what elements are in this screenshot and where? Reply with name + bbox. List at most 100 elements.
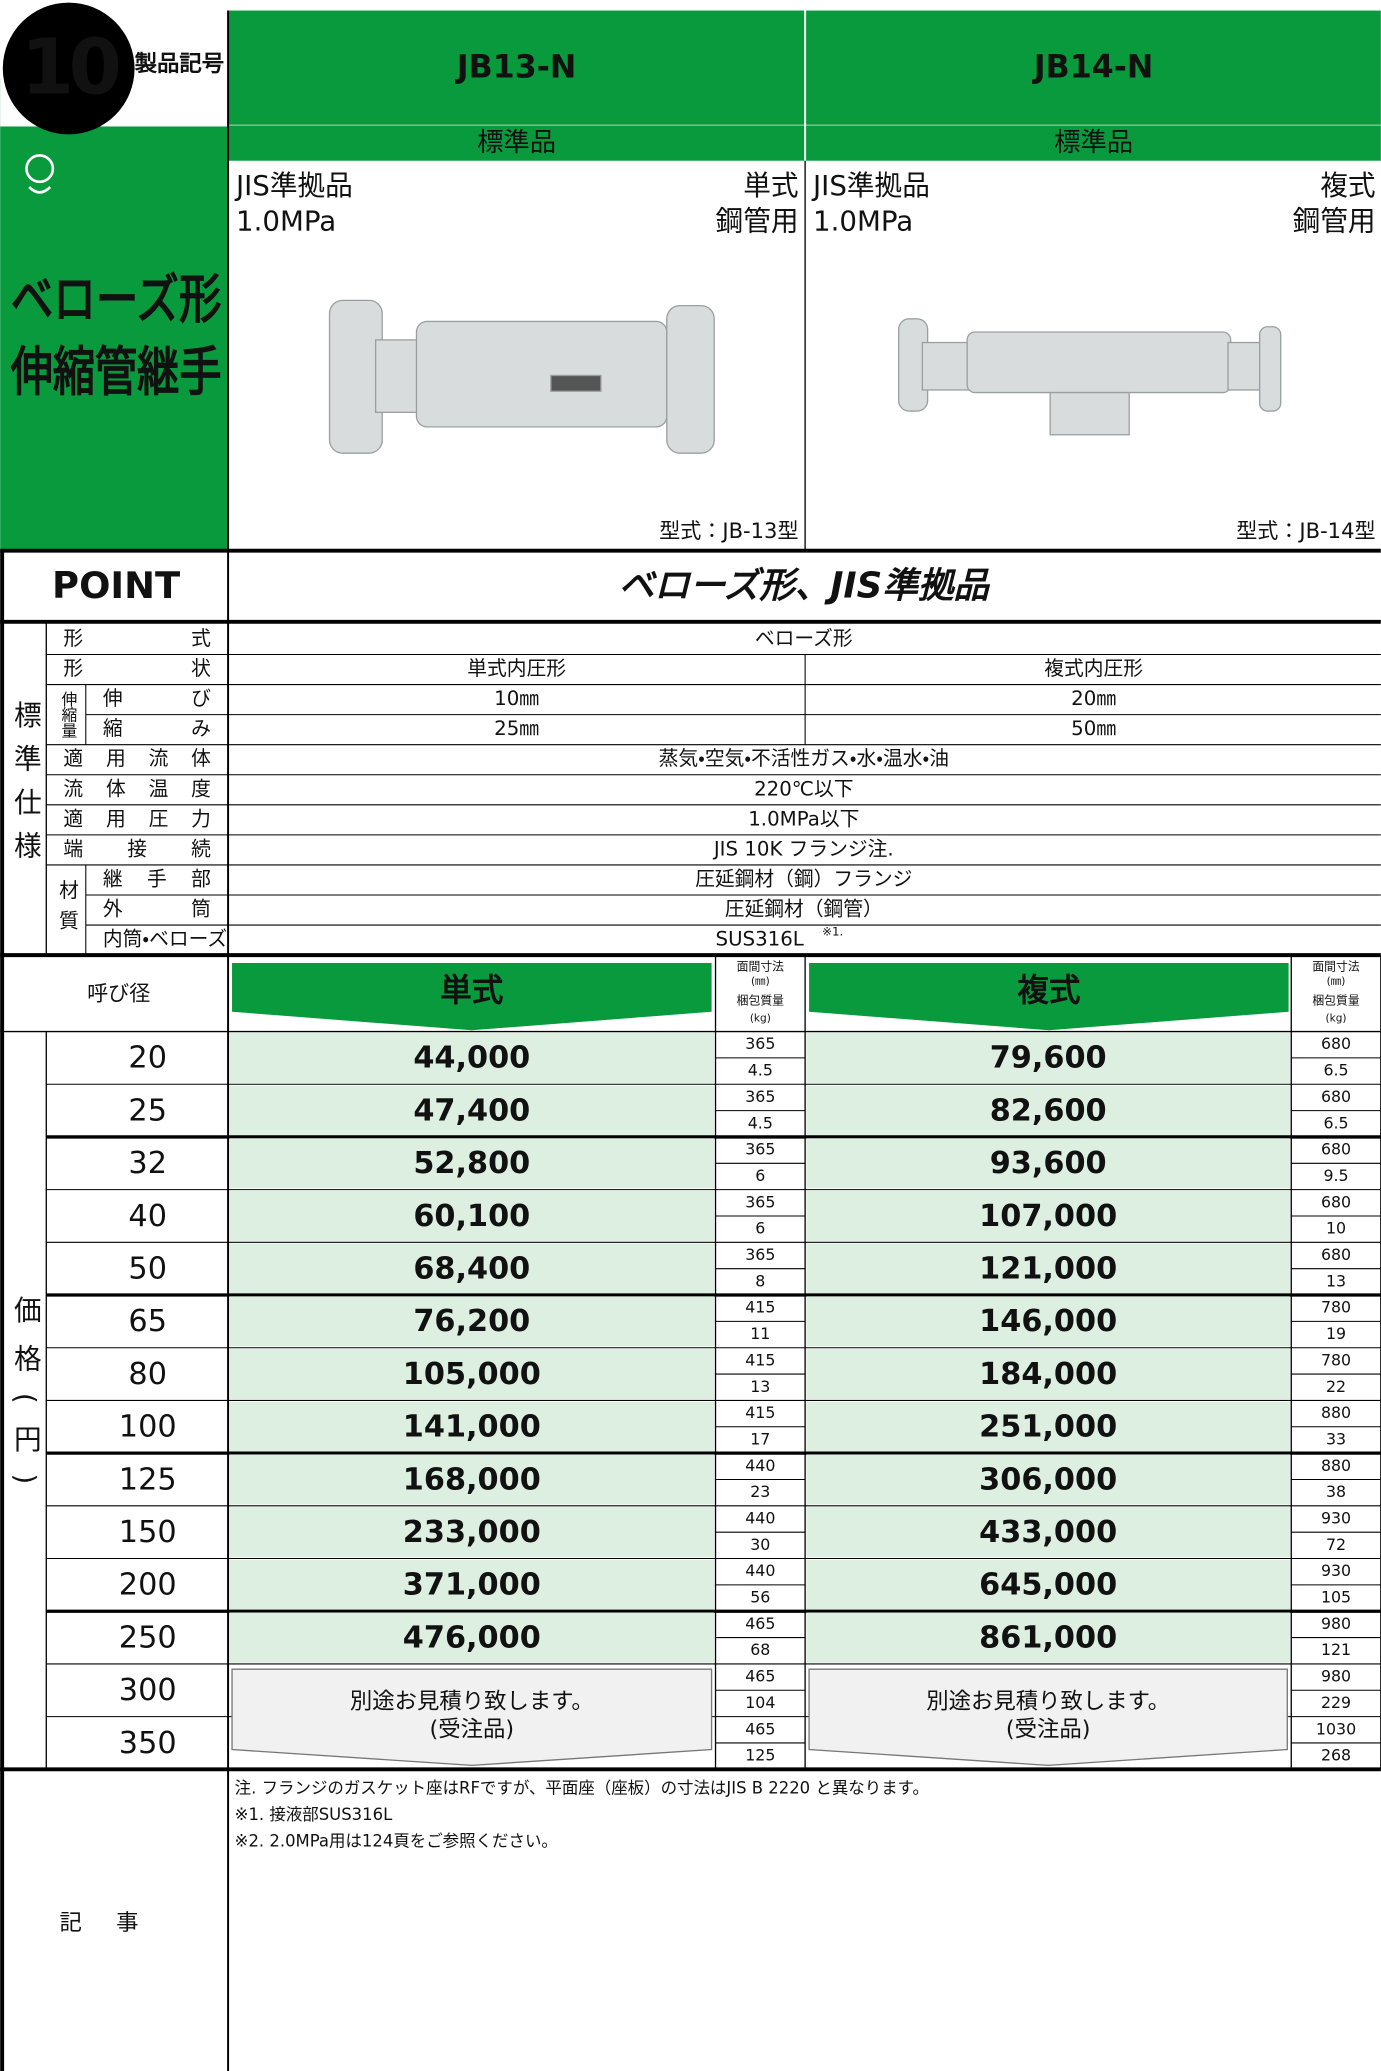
logo-icon xyxy=(28,186,52,194)
face-to-face: 980 xyxy=(1321,1667,1351,1686)
spec-value: 10㎜ xyxy=(494,687,539,710)
package-mass: 13 xyxy=(750,1377,770,1396)
product-caption: 型式：JB-13型 xyxy=(659,518,798,543)
price: 251,000 xyxy=(979,1410,1117,1445)
product-spec: 1.0MPa xyxy=(236,205,336,238)
product-spec: 鋼管用 xyxy=(716,205,799,238)
face-to-face: 440 xyxy=(745,1561,775,1580)
spec-subgroup: 伸縮量 xyxy=(59,691,78,739)
price-cell xyxy=(806,1032,1290,1083)
price-cell xyxy=(229,1401,715,1452)
price-cell xyxy=(229,1507,715,1558)
price-cell xyxy=(229,1032,715,1083)
mass-unit: (kg) xyxy=(1326,1012,1347,1024)
price-cell xyxy=(806,1349,1290,1400)
price: 105,000 xyxy=(403,1357,541,1392)
price: 68,400 xyxy=(413,1252,530,1287)
grade-label: 標準品 xyxy=(1054,128,1133,158)
nominal-size: 32 xyxy=(128,1146,167,1181)
package-mass: 68 xyxy=(750,1640,770,1659)
spec-value: 25㎜ xyxy=(494,717,539,740)
size-label: 呼び径 xyxy=(87,981,150,1006)
face-to-face: 880 xyxy=(1321,1403,1351,1422)
package-mass: 121 xyxy=(1321,1640,1351,1659)
price: 146,000 xyxy=(979,1304,1117,1339)
badge-number: 10 xyxy=(21,23,119,112)
spec-value: ベローズ形 xyxy=(755,627,853,650)
spec-footnote-mark: ※1. xyxy=(822,925,843,939)
nominal-size: 65 xyxy=(128,1304,167,1339)
package-mass: 105 xyxy=(1321,1588,1351,1607)
package-mass: 4.5 xyxy=(748,1061,773,1080)
package-mass: 72 xyxy=(1326,1535,1346,1554)
price-cell xyxy=(229,1454,715,1505)
nominal-size: 250 xyxy=(119,1620,177,1655)
nominal-size: 200 xyxy=(119,1568,177,1603)
face-to-face: 780 xyxy=(1321,1350,1351,1369)
type-banner xyxy=(232,963,712,1031)
face-to-face: 680 xyxy=(1321,1034,1351,1053)
product-spec: JIS準拠品 xyxy=(234,169,353,202)
price: 184,000 xyxy=(979,1357,1117,1392)
package-mass: 13 xyxy=(1326,1271,1346,1290)
price-group: 価格(円) xyxy=(9,1295,42,1505)
face-to-face: 365 xyxy=(745,1140,775,1159)
package-mass: 229 xyxy=(1321,1693,1351,1712)
spec-value: 圧延鋼材（鋼）フランジ xyxy=(695,867,912,890)
price-cell xyxy=(806,1190,1290,1242)
package-mass: 22 xyxy=(1326,1377,1346,1396)
face-to-face: 680 xyxy=(1321,1245,1351,1264)
notes-label: 記事 xyxy=(59,1910,172,1936)
face-to-face: 365 xyxy=(745,1245,775,1264)
price: 93,600 xyxy=(990,1146,1107,1181)
price: 861,000 xyxy=(979,1620,1117,1655)
face-to-face: 415 xyxy=(745,1403,775,1422)
type-banner xyxy=(809,963,1289,1031)
package-mass: 4.5 xyxy=(748,1113,773,1132)
price: 107,000 xyxy=(979,1199,1117,1234)
package-mass: 6.5 xyxy=(1323,1061,1348,1080)
spec-value: 20㎜ xyxy=(1071,687,1116,710)
face-to-face: 440 xyxy=(745,1508,775,1527)
spec-value: JIS 10K フランジ注. xyxy=(712,837,894,860)
face-to-face: 680 xyxy=(1321,1140,1351,1159)
price: 371,000 xyxy=(403,1568,541,1603)
package-mass: 23 xyxy=(750,1482,770,1501)
face-to-face: 465 xyxy=(745,1667,775,1686)
price-cell xyxy=(229,1085,715,1136)
price: 645,000 xyxy=(979,1568,1117,1603)
face-to-face: 465 xyxy=(745,1719,775,1738)
face-to-face: 415 xyxy=(745,1298,775,1317)
package-mass: 10 xyxy=(1326,1219,1346,1238)
face-to-face: 880 xyxy=(1321,1456,1351,1475)
product-spec: JIS準拠品 xyxy=(811,169,930,202)
face-unit: (㎜) xyxy=(1327,975,1346,987)
face-unit: (㎜) xyxy=(751,975,770,987)
price-cell xyxy=(806,1296,1290,1347)
note-line: ※2. 2.0MPa用は124頁をご参照ください。 xyxy=(235,1831,558,1850)
package-mass: 6.5 xyxy=(1323,1113,1348,1132)
spec-value: 50㎜ xyxy=(1071,717,1116,740)
model-name: JB14-N xyxy=(1032,50,1153,86)
face-to-face: 1030 xyxy=(1316,1719,1356,1738)
spec-value: SUS316L xyxy=(716,928,804,951)
package-mass: 104 xyxy=(745,1693,775,1712)
nominal-size: 20 xyxy=(128,1041,167,1076)
type-label: 単式 xyxy=(440,973,504,1009)
price-cell xyxy=(806,1138,1290,1189)
face-to-face: 465 xyxy=(745,1614,775,1633)
quote-banner xyxy=(231,1668,713,1767)
point-text: ベローズ形、JIS準拠品 xyxy=(619,566,991,607)
package-mass: 6 xyxy=(755,1166,765,1185)
nominal-size: 25 xyxy=(128,1093,167,1128)
package-mass: 8 xyxy=(755,1271,765,1290)
quote-note: 別途お見積り致します。 xyxy=(350,1689,594,1715)
note-line: ※1. 接液部SUS316L xyxy=(235,1805,393,1824)
package-mass: 17 xyxy=(750,1429,770,1448)
face-to-face: 930 xyxy=(1321,1508,1351,1527)
nominal-size: 350 xyxy=(119,1726,177,1761)
price-cell xyxy=(229,1612,715,1663)
nominal-size: 40 xyxy=(128,1199,167,1234)
